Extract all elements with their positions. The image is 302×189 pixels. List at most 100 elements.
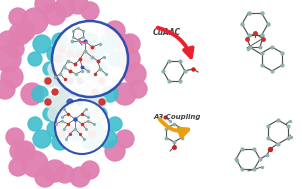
Circle shape [77, 99, 83, 105]
Circle shape [0, 46, 21, 72]
Circle shape [74, 113, 86, 125]
Circle shape [54, 75, 66, 87]
Text: A3 Coupling: A3 Coupling [153, 114, 200, 120]
Circle shape [59, 68, 71, 80]
Circle shape [64, 58, 76, 70]
Circle shape [116, 130, 134, 148]
Circle shape [88, 62, 102, 76]
Circle shape [68, 127, 82, 141]
Circle shape [22, 8, 48, 34]
Circle shape [85, 112, 89, 116]
Circle shape [77, 78, 83, 84]
Circle shape [59, 103, 71, 115]
Circle shape [48, 62, 62, 76]
Circle shape [74, 58, 86, 70]
Circle shape [1, 66, 23, 88]
Circle shape [0, 79, 15, 99]
Circle shape [78, 117, 92, 131]
Circle shape [78, 52, 92, 66]
Circle shape [59, 86, 71, 98]
Circle shape [28, 117, 42, 131]
Circle shape [70, 69, 80, 79]
Circle shape [45, 78, 51, 84]
Circle shape [54, 96, 66, 108]
Circle shape [88, 107, 102, 121]
Circle shape [77, 126, 83, 132]
Circle shape [55, 100, 109, 154]
Circle shape [9, 158, 27, 176]
Circle shape [82, 33, 98, 49]
Circle shape [85, 56, 92, 63]
Circle shape [6, 40, 24, 58]
Circle shape [0, 31, 18, 51]
Circle shape [108, 52, 122, 66]
Circle shape [114, 83, 136, 105]
Circle shape [28, 52, 42, 66]
Circle shape [99, 99, 105, 105]
Circle shape [99, 78, 105, 84]
Circle shape [60, 67, 66, 71]
Circle shape [52, 33, 68, 49]
Circle shape [15, 141, 35, 161]
Circle shape [44, 160, 66, 182]
Circle shape [84, 96, 96, 108]
Circle shape [47, 121, 63, 137]
Circle shape [68, 0, 88, 14]
Circle shape [52, 89, 58, 95]
Circle shape [15, 21, 35, 41]
Circle shape [79, 68, 91, 80]
Circle shape [67, 126, 73, 132]
Circle shape [88, 46, 95, 53]
Circle shape [129, 80, 147, 98]
Circle shape [84, 75, 96, 87]
Circle shape [6, 128, 24, 146]
Circle shape [105, 21, 125, 41]
Circle shape [54, 121, 62, 128]
Circle shape [85, 121, 92, 128]
Circle shape [81, 161, 99, 179]
Circle shape [10, 141, 30, 161]
Circle shape [55, 0, 75, 17]
Circle shape [33, 130, 51, 148]
Circle shape [92, 89, 98, 95]
Circle shape [9, 8, 27, 26]
Circle shape [70, 87, 80, 97]
Circle shape [9, 23, 31, 45]
Circle shape [47, 46, 63, 62]
Circle shape [44, 3, 66, 25]
Circle shape [81, 2, 99, 20]
Text: CuAAC: CuAAC [153, 28, 181, 37]
Circle shape [44, 96, 56, 108]
Circle shape [44, 75, 56, 87]
Circle shape [88, 130, 95, 138]
Circle shape [52, 134, 68, 150]
Circle shape [70, 167, 90, 187]
Circle shape [108, 117, 122, 131]
Circle shape [94, 75, 106, 87]
Circle shape [33, 35, 51, 53]
Circle shape [45, 99, 51, 105]
Circle shape [54, 56, 62, 63]
Circle shape [102, 86, 118, 102]
Circle shape [35, 167, 55, 187]
Circle shape [56, 165, 74, 183]
Circle shape [43, 107, 57, 121]
Circle shape [120, 34, 140, 54]
Circle shape [48, 107, 62, 121]
Circle shape [116, 35, 134, 53]
Circle shape [87, 46, 103, 62]
Circle shape [58, 117, 72, 131]
Circle shape [60, 112, 66, 116]
Circle shape [85, 67, 89, 71]
Circle shape [79, 103, 91, 115]
Circle shape [79, 86, 91, 98]
Circle shape [59, 130, 66, 138]
Circle shape [68, 42, 82, 56]
Circle shape [64, 113, 76, 125]
Circle shape [32, 86, 48, 102]
Circle shape [35, 0, 55, 14]
Circle shape [22, 151, 48, 177]
Circle shape [93, 107, 107, 121]
Circle shape [94, 96, 106, 108]
Circle shape [67, 99, 73, 105]
